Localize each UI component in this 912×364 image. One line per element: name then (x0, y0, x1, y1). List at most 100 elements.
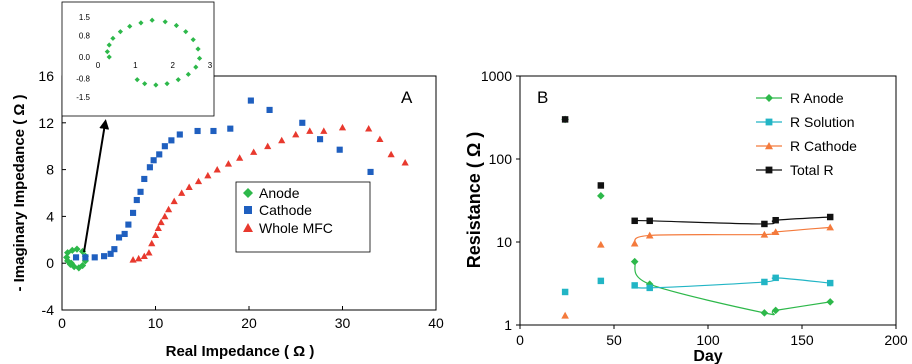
total-r-line (634, 216, 831, 225)
cathode-point (82, 254, 89, 261)
cathode-point (115, 234, 123, 241)
inset-y-tick-label: 0.8 (79, 32, 91, 41)
data-points-b (561, 115, 834, 319)
r-cathode-point (760, 230, 769, 238)
inset-anode-point (193, 64, 199, 70)
y-tick-label: 8 (46, 162, 54, 178)
whole-mfc-point (278, 136, 286, 144)
cathode-point (156, 151, 163, 158)
r-cathode-legend-label: R Cathode (790, 138, 857, 154)
legend: Anode Cathode Whole MFC (235, 181, 371, 253)
whole-mfc-point (213, 166, 221, 173)
y-tick-label: 0 (46, 255, 54, 271)
cathode-point (367, 168, 374, 175)
cathode-point (168, 137, 175, 144)
whole-mfc-point (320, 127, 328, 134)
inset-anode-point (195, 46, 201, 52)
x-tick-label: 0 (58, 315, 66, 331)
inset-frame (61, 1, 215, 117)
total-r-point (561, 116, 569, 123)
total-r-point (826, 213, 834, 221)
y-axis-label-b: Resistance ( Ω ) (464, 132, 484, 268)
whole-mfc-point (140, 252, 148, 260)
cathode-point (107, 250, 114, 257)
cathode-point (247, 97, 254, 104)
x-tick-label: 150 (790, 332, 814, 348)
whole-mfc-point (161, 212, 169, 220)
cathode-point (133, 196, 140, 204)
r-solution-point (597, 277, 605, 285)
r-anode-point (630, 257, 639, 266)
r-solution-point (826, 279, 834, 287)
r-cathode-point (597, 240, 605, 248)
inset-anode-point (142, 81, 148, 87)
inset-anode-point (134, 77, 140, 83)
whole-mfc-point (185, 183, 193, 191)
whole-mfc-point (145, 249, 153, 256)
cathode-point (299, 119, 306, 126)
anode-point (64, 249, 72, 257)
cathode-point (141, 175, 148, 183)
resistance-panel: 0 50 100 150 200 1 10 100 1000 B Day Resistance… (464, 68, 908, 364)
y-tick-label: 100 (489, 151, 513, 167)
r-solution-point (772, 274, 779, 282)
inset-x-tick-label: 0 (96, 61, 101, 70)
cathode-point (266, 106, 273, 113)
r-anode-legend-marker (765, 94, 773, 102)
legend-cathode-label: Cathode (259, 202, 312, 218)
inset-x-tick-label: 1 (133, 61, 138, 70)
whole-mfc-point (157, 218, 165, 226)
total-r-legend-marker (765, 166, 773, 174)
inset-anode-point (104, 49, 110, 55)
legend-box (235, 181, 371, 253)
inset-anode-point (153, 82, 159, 88)
inset-anode-point (149, 17, 155, 23)
x-tick-label: 10 (148, 315, 164, 331)
x-tick-label: 0 (516, 332, 524, 348)
legend-anode-label: Anode (259, 185, 300, 201)
whole-mfc-point (401, 158, 409, 166)
whole-mfc-point (365, 125, 373, 132)
r-solution-line (634, 277, 831, 289)
inset-anode-point (138, 20, 144, 26)
whole-mfc-point (376, 135, 384, 143)
x-tick-label: 100 (696, 332, 720, 348)
r-cathode-line (634, 226, 831, 244)
r-solution-point (561, 288, 569, 296)
whole-mfc-point (194, 177, 203, 185)
y-tick-label: 12 (38, 115, 54, 131)
panel-label-b: B (537, 88, 548, 107)
anode-point (64, 257, 72, 265)
whole-mfc-point (292, 130, 300, 138)
inset-anode-point (162, 19, 168, 25)
whole-mfc-point (129, 256, 137, 263)
inset-anode-point (173, 22, 179, 29)
x-tick-label: 20 (241, 315, 257, 331)
cathode-point (227, 125, 234, 132)
inset-anode-point (106, 54, 112, 60)
r-solution-point (631, 282, 638, 289)
whole-mfc-point (148, 239, 156, 247)
inset-y-tick-label: -1.5 (76, 93, 90, 102)
cathode-point (317, 136, 324, 143)
inset-anode-point (175, 77, 181, 83)
data-points (63, 97, 409, 272)
whole-mfc-point (151, 231, 160, 238)
r-solution-legend-label: R Solution (790, 114, 855, 130)
r-solution-point (761, 278, 768, 286)
inset-y-tick-labels: 1.5 0.8 0.0 -0.8 -1.5 (76, 13, 90, 102)
cathode-point (130, 209, 137, 216)
r-anode-line (634, 261, 831, 316)
inset-x-tick-label: 3 (208, 61, 213, 70)
whole-mfc-point (154, 224, 162, 231)
y-tick-label: 1000 (481, 68, 512, 84)
y-tick-label: 10 (496, 234, 512, 250)
r-solution-point (646, 284, 653, 292)
r-cathode-point (630, 239, 639, 247)
y-tick-label: 4 (46, 208, 54, 224)
inset-y-tick-label: -0.8 (76, 74, 90, 83)
y-tick-label: 1 (504, 317, 512, 333)
anode-point (63, 253, 71, 261)
inset-pointer-arrow (83, 119, 110, 253)
